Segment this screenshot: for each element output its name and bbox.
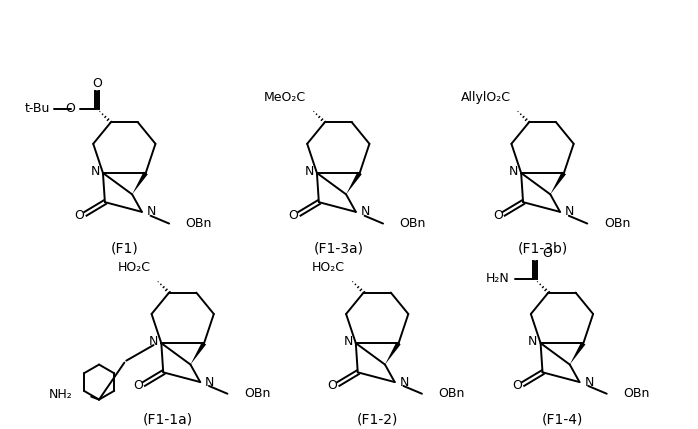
Text: O: O — [75, 209, 84, 222]
Text: H₂N: H₂N — [486, 272, 510, 285]
Text: N: N — [361, 205, 370, 218]
Text: t-Bu: t-Bu — [25, 102, 50, 115]
Text: O: O — [92, 77, 102, 90]
Text: N: N — [147, 205, 156, 218]
Text: (F1): (F1) — [110, 242, 138, 256]
Text: (F1-1a): (F1-1a) — [143, 412, 193, 426]
Text: (F1-3a): (F1-3a) — [313, 242, 363, 256]
Text: OBn: OBn — [438, 387, 465, 400]
Text: N: N — [205, 375, 214, 389]
Text: N: N — [343, 335, 352, 348]
Text: OBn: OBn — [623, 387, 650, 400]
Text: N: N — [528, 335, 537, 348]
Text: O: O — [289, 209, 299, 222]
Text: HO₂C: HO₂C — [117, 261, 151, 274]
Text: (F1-2): (F1-2) — [357, 412, 398, 426]
Text: N: N — [509, 165, 518, 178]
Text: N: N — [399, 375, 409, 389]
Polygon shape — [132, 172, 148, 194]
Text: N: N — [584, 375, 594, 389]
Text: O: O — [65, 102, 75, 115]
Text: N: N — [149, 335, 158, 348]
Text: OBn: OBn — [399, 217, 426, 230]
Text: (F1-3b): (F1-3b) — [517, 242, 567, 256]
Polygon shape — [346, 172, 362, 194]
Text: N: N — [91, 165, 100, 178]
Text: AllylO₂C: AllylO₂C — [461, 91, 510, 104]
Polygon shape — [385, 342, 401, 365]
Text: O: O — [512, 380, 522, 393]
Text: N: N — [565, 205, 574, 218]
Text: OBn: OBn — [244, 387, 270, 400]
Text: O: O — [542, 247, 552, 260]
Text: (F1-4): (F1-4) — [541, 412, 583, 426]
Text: OBn: OBn — [604, 217, 630, 230]
Polygon shape — [570, 342, 586, 365]
Text: O: O — [493, 209, 503, 222]
Text: NH₂: NH₂ — [49, 388, 73, 401]
Text: O: O — [133, 380, 143, 393]
Text: N: N — [304, 165, 314, 178]
Polygon shape — [191, 342, 206, 365]
Polygon shape — [550, 172, 566, 194]
Text: HO₂C: HO₂C — [312, 261, 345, 274]
Text: O: O — [327, 380, 337, 393]
Text: OBn: OBn — [186, 217, 212, 230]
Text: MeO₂C: MeO₂C — [264, 91, 306, 104]
